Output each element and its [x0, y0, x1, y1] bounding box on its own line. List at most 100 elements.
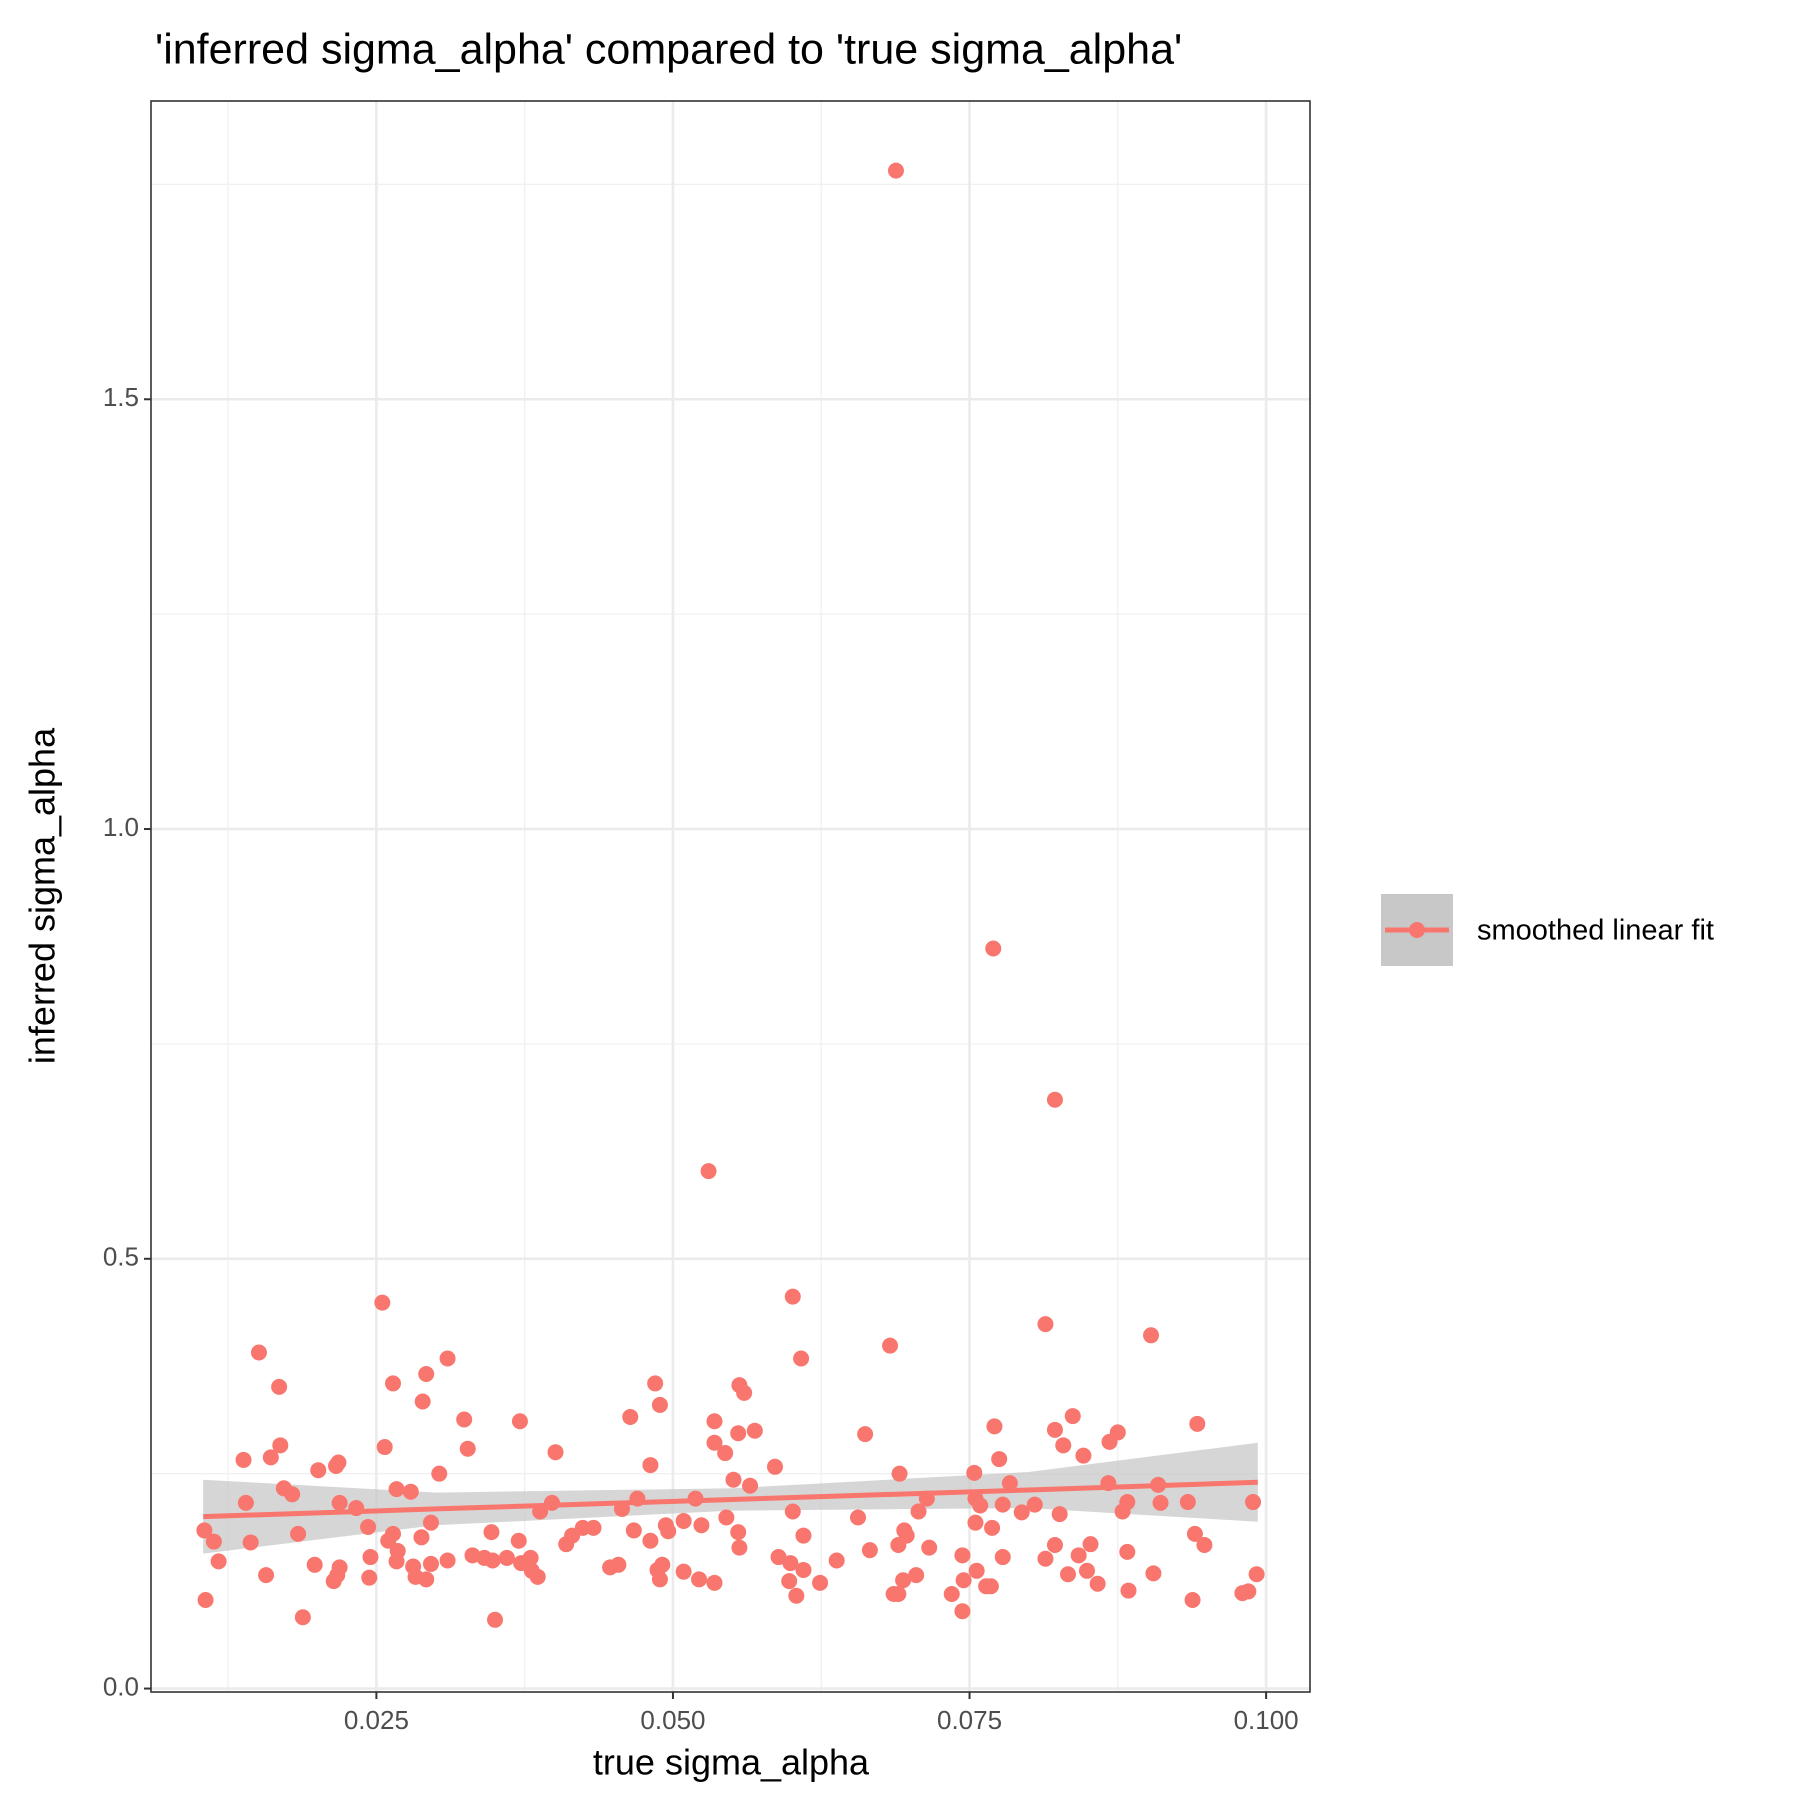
point	[258, 1567, 275, 1584]
x-axis-title: true sigma_alpha	[593, 1742, 870, 1783]
point	[1059, 1566, 1076, 1583]
point	[547, 1444, 564, 1461]
point	[887, 162, 904, 179]
point	[1055, 1437, 1072, 1454]
point	[746, 1422, 763, 1439]
point	[736, 1384, 753, 1401]
point	[994, 1549, 1011, 1566]
point	[861, 1542, 878, 1559]
point	[331, 1494, 348, 1511]
point	[642, 1457, 659, 1474]
point	[262, 1449, 279, 1466]
point	[1013, 1504, 1030, 1521]
point	[857, 1426, 874, 1443]
point	[985, 940, 1002, 957]
point	[1070, 1547, 1087, 1564]
point	[310, 1462, 327, 1479]
point	[910, 1503, 927, 1520]
point	[793, 1350, 810, 1367]
point	[984, 1519, 1001, 1536]
point	[654, 1556, 671, 1573]
point	[706, 1413, 723, 1430]
point	[908, 1567, 925, 1584]
y-tick-label: 0.5	[103, 1242, 139, 1272]
point	[242, 1534, 259, 1551]
point	[982, 1578, 999, 1595]
point	[706, 1434, 723, 1451]
point	[1037, 1316, 1054, 1333]
x-tick-label: 0.050	[640, 1705, 705, 1735]
point	[1064, 1408, 1081, 1425]
point	[700, 1163, 717, 1180]
point	[1152, 1494, 1169, 1511]
y-tick-label: 1.5	[103, 382, 139, 412]
point	[895, 1572, 912, 1589]
point	[388, 1481, 405, 1498]
point	[271, 1378, 288, 1395]
panel-border	[150, 100, 1311, 1693]
y-tick-label: 0.0	[103, 1671, 139, 1701]
point	[196, 1522, 213, 1539]
point	[675, 1512, 692, 1529]
point	[498, 1549, 515, 1566]
point	[197, 1592, 214, 1609]
point	[1109, 1424, 1126, 1441]
point	[784, 1288, 801, 1305]
point	[966, 1464, 983, 1481]
point	[647, 1375, 664, 1392]
point	[1119, 1494, 1136, 1511]
point	[511, 1413, 528, 1430]
point	[294, 1609, 311, 1626]
point	[890, 1586, 907, 1603]
point	[812, 1574, 829, 1591]
point	[1145, 1565, 1162, 1582]
legend-key-point	[1409, 922, 1425, 938]
point	[784, 1503, 801, 1520]
point	[484, 1552, 501, 1569]
point	[742, 1477, 759, 1494]
legend-label: smoothed linear fit	[1477, 915, 1714, 947]
point	[660, 1523, 677, 1540]
point	[1245, 1494, 1262, 1511]
point	[414, 1393, 431, 1410]
point	[781, 1573, 798, 1590]
point	[585, 1519, 602, 1536]
legend: smoothed linear fit	[1381, 894, 1714, 966]
point	[882, 1337, 899, 1354]
point	[385, 1525, 402, 1542]
point	[456, 1411, 473, 1428]
x-tick-label: 0.025	[344, 1705, 409, 1735]
point	[954, 1603, 971, 1620]
point	[431, 1465, 448, 1482]
point	[991, 1451, 1008, 1468]
point	[1184, 1592, 1201, 1609]
point	[730, 1425, 747, 1442]
point	[237, 1494, 254, 1511]
point	[413, 1529, 430, 1546]
point	[374, 1294, 391, 1311]
point	[972, 1497, 989, 1514]
point	[1046, 1537, 1063, 1554]
point	[529, 1568, 546, 1585]
point	[1082, 1536, 1099, 1553]
point	[1046, 1421, 1063, 1438]
point	[828, 1552, 845, 1569]
point	[994, 1496, 1011, 1513]
point	[418, 1571, 435, 1588]
point	[717, 1445, 734, 1462]
point	[921, 1539, 938, 1556]
point	[1075, 1447, 1092, 1464]
point	[651, 1571, 668, 1588]
point	[360, 1518, 377, 1535]
point	[418, 1365, 435, 1382]
point	[362, 1549, 379, 1566]
point	[1179, 1494, 1196, 1511]
point	[1143, 1327, 1160, 1344]
y-axis-title: inferred sigma_alpha	[22, 727, 63, 1064]
point	[898, 1527, 915, 1544]
point	[782, 1555, 799, 1572]
point	[766, 1458, 783, 1475]
point	[210, 1553, 227, 1570]
point	[459, 1440, 476, 1457]
